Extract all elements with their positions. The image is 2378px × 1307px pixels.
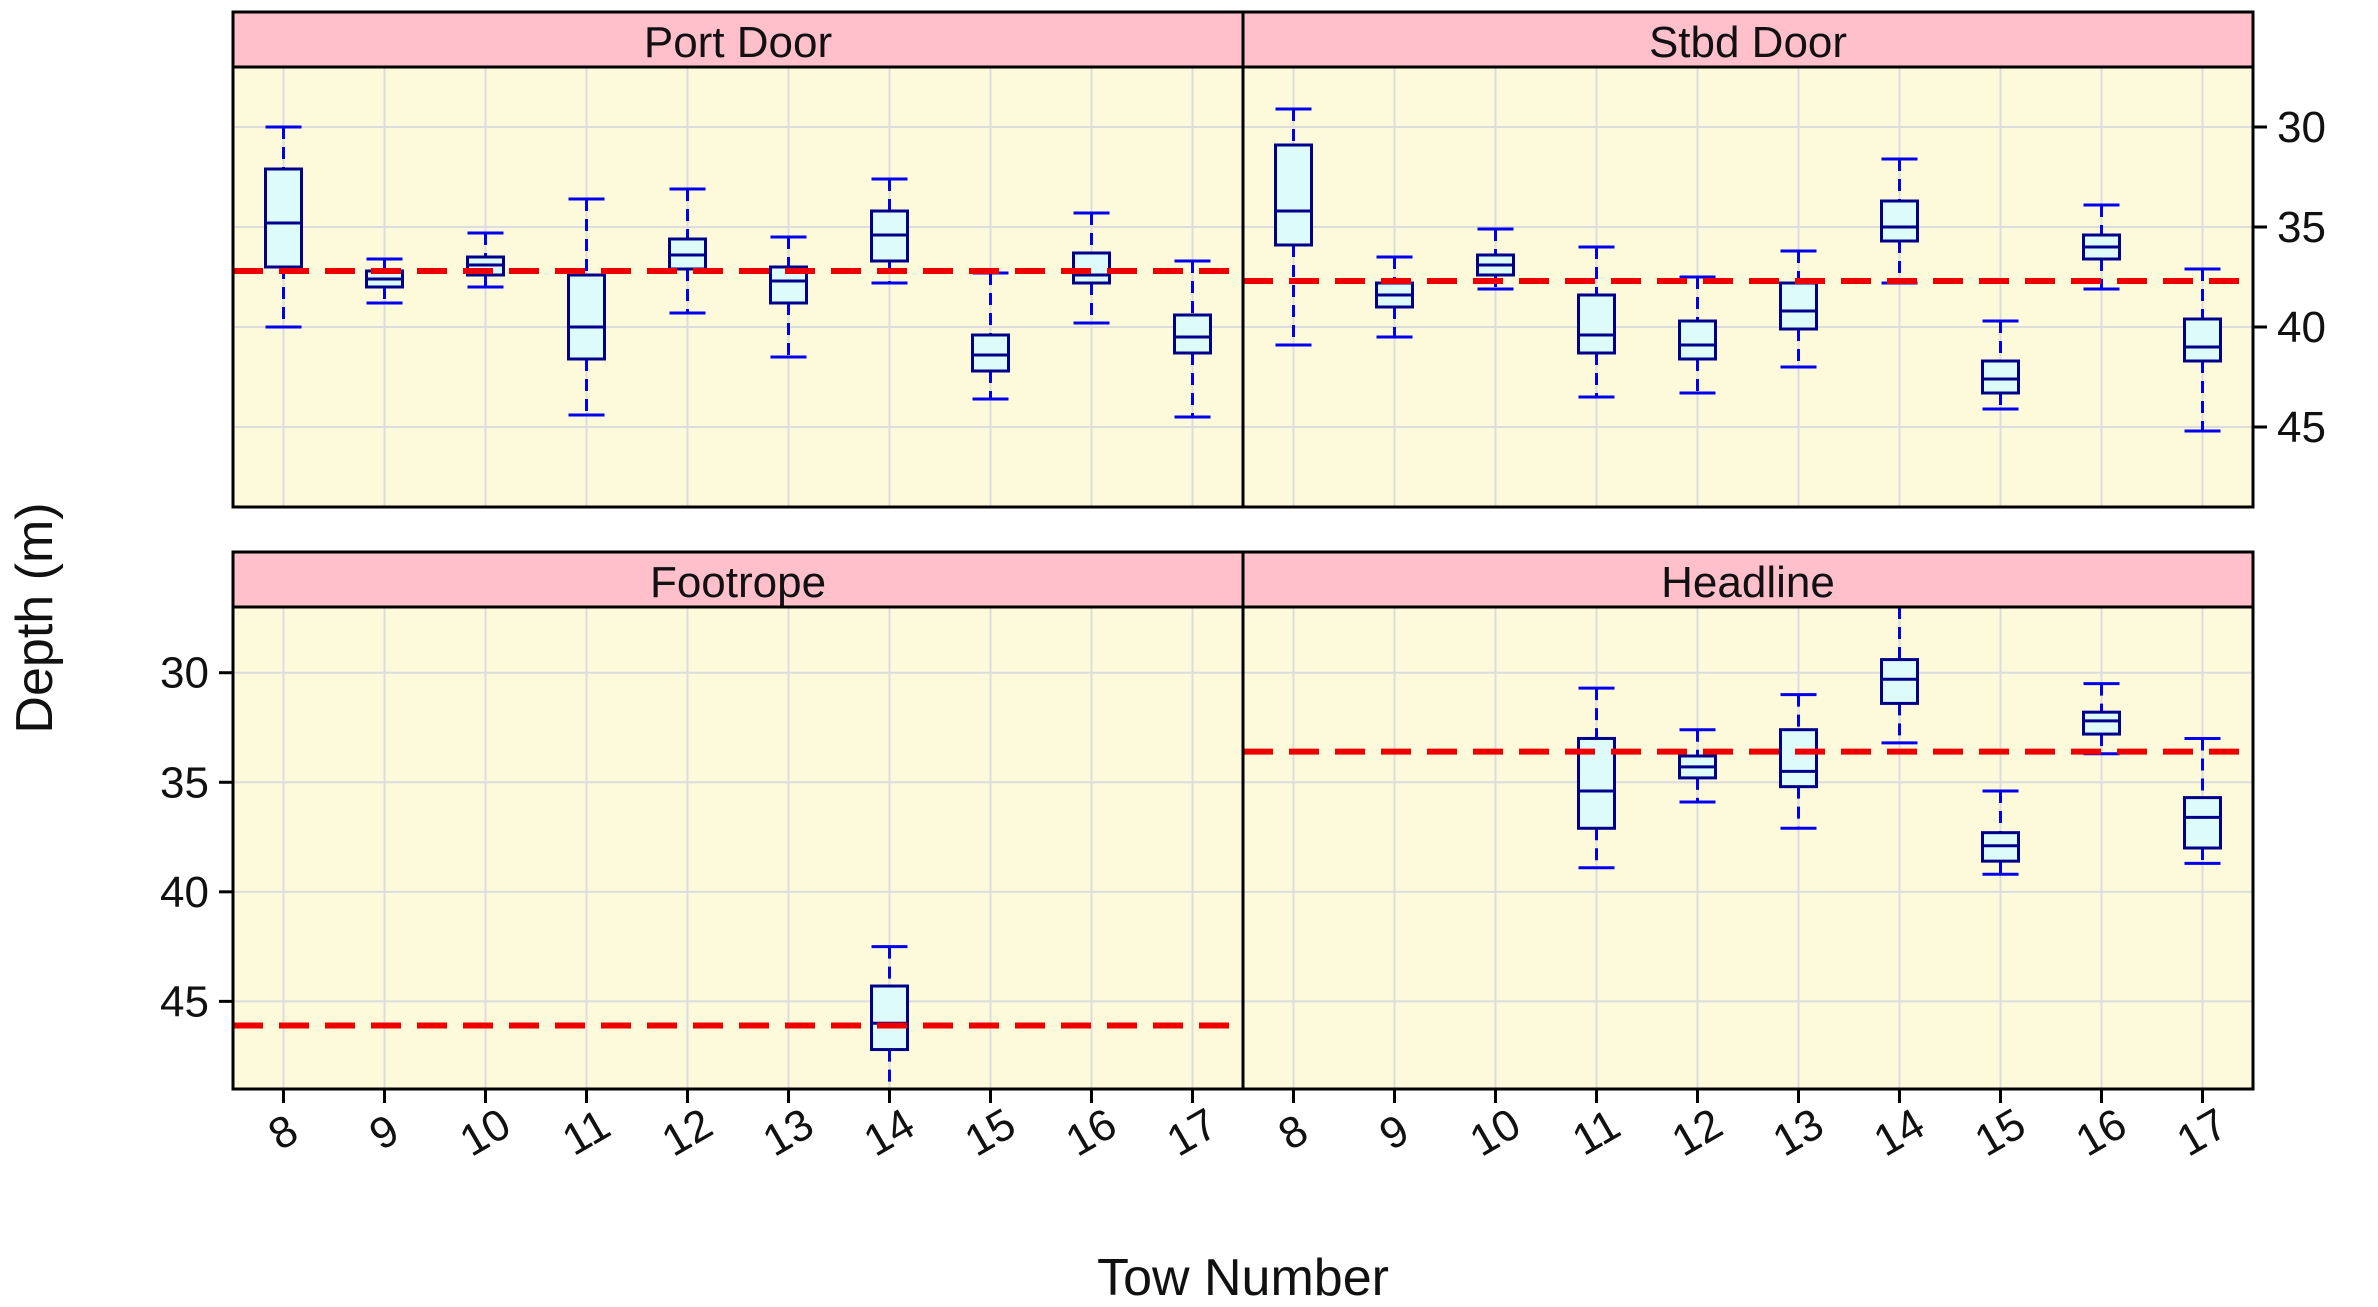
box-port-door-tow-8 xyxy=(264,125,303,329)
x-tick-label: 15 xyxy=(957,1099,1024,1166)
x-tick-label: 13 xyxy=(755,1099,822,1166)
box-port-door-tow-13 xyxy=(769,235,808,359)
strip-label-headline: Headline xyxy=(1661,558,1835,607)
panel-port-door: Port Door xyxy=(231,10,1245,509)
box-headline-tow-15 xyxy=(1981,789,2020,876)
box-iqr xyxy=(870,984,909,1052)
box-iqr xyxy=(1880,199,1919,243)
y-axis-title: Depth (m) xyxy=(6,502,64,733)
box-stbd-door-tow-12 xyxy=(1678,275,1717,395)
panel-border-headline xyxy=(1241,550,2255,1091)
box-port-door-tow-14 xyxy=(870,177,909,285)
x-tick-label: 10 xyxy=(452,1099,519,1166)
box-iqr xyxy=(1779,281,1818,331)
y-tick-label: 45 xyxy=(2277,403,2326,452)
y-tick-label: 45 xyxy=(160,977,209,1026)
y-tick-label: 35 xyxy=(160,758,209,807)
x-axis-title: Tow Number xyxy=(1097,1249,1389,1307)
grid-footrope xyxy=(233,607,1243,1089)
panel-border-stbd-door xyxy=(1241,10,2255,509)
x-tick-label: 17 xyxy=(2169,1099,2236,1166)
plot-area-footrope xyxy=(233,607,1243,1089)
box-stbd-door-tow-16 xyxy=(2082,203,2121,291)
y-tick-label: 30 xyxy=(160,649,209,698)
box-iqr xyxy=(567,273,606,361)
box-iqr xyxy=(1072,251,1111,285)
box-iqr xyxy=(2082,710,2121,736)
box-port-door-tow-17 xyxy=(1173,259,1212,419)
box-iqr xyxy=(1274,143,1313,247)
box-headline-tow-13 xyxy=(1779,693,1818,830)
x-tick-label: 12 xyxy=(654,1099,721,1166)
box-headline-tow-14 xyxy=(1880,605,1919,745)
box-stbd-door-tow-11 xyxy=(1577,245,1616,399)
strip-label-port-door: Port Door xyxy=(644,18,832,67)
x-tick-label: 11 xyxy=(554,1100,618,1165)
x-tick-label: 14 xyxy=(1866,1099,1933,1166)
panel-headline: Headline xyxy=(1241,550,2255,1091)
strip-label-footrope: Footrope xyxy=(650,558,826,607)
box-headline-tow-12 xyxy=(1678,728,1717,804)
x-tick-label: 8 xyxy=(1270,1105,1316,1160)
y-axis-left: 30 35 40 45 xyxy=(160,649,233,1026)
x-tick-label: 16 xyxy=(1058,1099,1125,1166)
plot-area-headline xyxy=(1243,607,2253,1089)
box-headline-tow-17 xyxy=(2183,736,2222,865)
strip-label-stbd-door: Stbd Door xyxy=(1649,18,1847,67)
x-axis-right: 8 9 10 11 12 13 14 15 16 17 xyxy=(1270,1089,2236,1166)
panel-stbd-door: Stbd Door xyxy=(1241,10,2255,509)
box-stbd-door-tow-13 xyxy=(1779,249,1818,369)
x-tick-label: 9 xyxy=(1371,1105,1417,1160)
box-iqr xyxy=(1577,293,1616,355)
x-tick-label: 15 xyxy=(1967,1099,2034,1166)
box-iqr xyxy=(1779,728,1818,789)
box-stbd-door-tow-8 xyxy=(1274,107,1313,347)
box-port-door-tow-16 xyxy=(1072,211,1111,325)
box-port-door-tow-11 xyxy=(567,197,606,417)
box-stbd-door-tow-10 xyxy=(1476,227,1515,291)
x-tick-label: 9 xyxy=(361,1105,407,1160)
box-stbd-door-tow-17 xyxy=(2183,267,2222,433)
grid-headline xyxy=(1243,607,2253,1089)
panels-layer: Port Door Stbd Door Footrope Headline xyxy=(231,10,2255,1091)
x-tick-label: 12 xyxy=(1664,1099,1731,1166)
x-tick-label: 8 xyxy=(260,1105,306,1160)
panel-footrope: Footrope xyxy=(231,550,1245,1091)
box-iqr xyxy=(971,333,1010,373)
box-iqr xyxy=(264,167,303,269)
box-iqr xyxy=(1678,319,1717,361)
box-iqr xyxy=(1880,658,1919,705)
y-tick-label: 40 xyxy=(160,868,209,917)
box-iqr xyxy=(1173,313,1212,355)
x-tick-label: 10 xyxy=(1462,1099,1529,1166)
box-port-door-tow-12 xyxy=(668,187,707,315)
x-tick-label: 17 xyxy=(1159,1099,1226,1166)
box-stbd-door-tow-15 xyxy=(1981,319,2020,411)
x-tick-label: 13 xyxy=(1765,1099,1832,1166)
x-axis-left: 8 9 10 11 12 13 14 15 16 17 xyxy=(260,1089,1226,1166)
box-iqr xyxy=(2183,317,2222,363)
y-axis-right: 30 35 40 45 xyxy=(2253,103,2326,452)
y-tick-label: 30 xyxy=(2277,103,2326,152)
y-tick-label: 40 xyxy=(2277,303,2326,352)
x-tick-label: 16 xyxy=(2068,1099,2135,1166)
box-iqr xyxy=(2183,796,2222,850)
x-tick-label: 11 xyxy=(1564,1100,1628,1165)
x-tick-label: 14 xyxy=(856,1099,923,1166)
y-tick-label: 35 xyxy=(2277,203,2326,252)
box-iqr xyxy=(1981,359,2020,395)
